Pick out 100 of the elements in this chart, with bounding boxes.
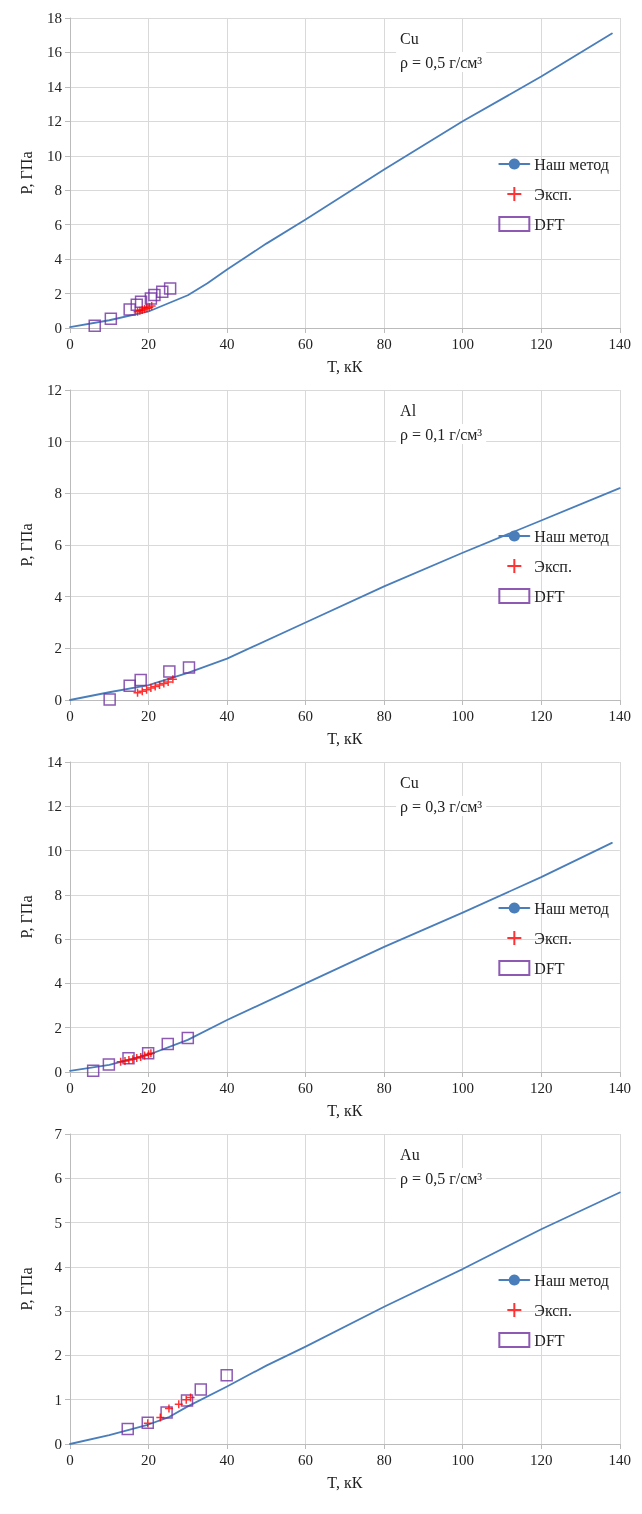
y-tick-label: 4: [54, 1258, 63, 1275]
y-tick-label: 2: [54, 285, 62, 302]
point: [123, 303, 136, 316]
point: [88, 319, 101, 333]
y-tick-label: 18: [47, 10, 62, 26]
point: [174, 1399, 184, 1409]
x-tick-label: 120: [529, 335, 553, 352]
y-tick-label: 0: [54, 320, 62, 336]
annotation: Al: [400, 401, 417, 419]
point: [146, 683, 156, 693]
y-tick-label: 10: [47, 842, 62, 859]
y-tick-label: 12: [47, 382, 62, 398]
x-tick-label: 80: [376, 707, 392, 724]
x-tick-label: 120: [529, 707, 553, 724]
point: [137, 686, 147, 696]
x-tick-label: 0: [66, 335, 74, 352]
y-tick-label: 10: [47, 147, 62, 164]
x-tick-label: 0: [66, 707, 74, 724]
annotation: ρ = 0,1 г/см³: [400, 425, 483, 444]
point: [163, 665, 176, 678]
legend-label: DFT: [534, 959, 565, 977]
point: [163, 282, 177, 295]
x-tick-label: 60: [298, 1079, 314, 1096]
line-series: [69, 32, 613, 329]
y-tick-label: 4: [54, 251, 63, 268]
x-tick-label: 40: [219, 335, 235, 352]
point: [220, 1369, 233, 1382]
legend-label: Эксп.: [534, 929, 572, 947]
x-tick-label: 120: [529, 1079, 553, 1096]
x-tick-label: 20: [141, 1451, 157, 1468]
legend-label: Эксп.: [534, 185, 572, 203]
x-tick-label: 20: [141, 707, 157, 724]
y-tick-label: 12: [47, 113, 62, 130]
x-tick-label: 60: [298, 707, 314, 724]
x-tick-label: 140: [608, 1451, 631, 1468]
y-tick-label: 8: [54, 182, 62, 199]
x-tick-label: 40: [219, 1451, 235, 1468]
y-tick-label: 6: [54, 931, 63, 948]
x-tick-label: 40: [219, 707, 235, 724]
point: [164, 1403, 174, 1414]
y-tick-label: 0: [54, 692, 62, 708]
point: [182, 661, 196, 674]
point: [148, 288, 161, 302]
legend-label: Наш метод: [534, 899, 610, 918]
annotation: ρ = 0,3 г/см³: [400, 797, 483, 816]
y-tick-label: 8: [54, 886, 62, 903]
y-tick-label: 1: [54, 1391, 62, 1408]
x-tick-label: 100: [451, 1079, 474, 1096]
y-axis-title: P, ГПа: [17, 1267, 35, 1311]
annotation: Cu: [400, 29, 419, 47]
x-tick-label: 100: [451, 1451, 474, 1468]
y-tick-label: 16: [47, 44, 63, 61]
point: [123, 679, 136, 693]
y-tick-label: 0: [54, 1064, 62, 1080]
y-tick-label: 5: [54, 1214, 62, 1231]
legend-label: Эксп.: [534, 557, 572, 575]
y-tick-label: 0: [54, 1436, 62, 1452]
y-axis-title: P, ГПа: [17, 523, 35, 567]
point: [168, 674, 178, 685]
x-axis-title: T, кК: [327, 357, 363, 375]
y-tick-label: 4: [54, 588, 63, 605]
x-tick-label: 40: [219, 1079, 235, 1096]
y-tick-label: 2: [54, 640, 62, 657]
annotation: ρ = 0,5 г/см³: [400, 1169, 483, 1188]
y-axis-title: P, ГПа: [17, 151, 35, 195]
point: [194, 1383, 208, 1396]
legend-label: Наш метод: [534, 527, 610, 546]
point: [132, 688, 143, 698]
y-tick-label: 2: [54, 1347, 62, 1364]
point: [132, 1053, 142, 1063]
x-tick-label: 120: [529, 1451, 553, 1468]
x-tick-label: 80: [376, 1079, 392, 1096]
x-tick-label: 0: [66, 1079, 74, 1096]
y-tick-label: 12: [47, 798, 62, 815]
annotation: Cu: [400, 773, 419, 791]
x-tick-label: 20: [141, 335, 157, 352]
x-axis-title: T, кК: [327, 729, 363, 747]
point: [104, 312, 118, 325]
x-tick-label: 140: [608, 335, 631, 352]
legend-label: Эксп.: [534, 1301, 572, 1319]
y-tick-label: 14: [47, 78, 63, 95]
y-tick-label: 3: [54, 1303, 62, 1320]
legend-label: DFT: [534, 1331, 565, 1349]
point: [163, 677, 173, 687]
x-tick-label: 60: [298, 1451, 314, 1468]
annotation: ρ = 0,5 г/см³: [400, 53, 483, 72]
legend-label: DFT: [534, 215, 565, 233]
point: [181, 1031, 195, 1045]
x-axis-title: T, кК: [327, 1101, 363, 1119]
x-tick-label: 100: [451, 335, 474, 352]
point: [150, 681, 160, 692]
x-axis-title: T, кК: [327, 1473, 363, 1491]
y-tick-label: 14: [47, 754, 63, 770]
y-tick-label: 6: [54, 216, 63, 233]
legend-label: DFT: [534, 587, 565, 605]
y-tick-label: 4: [54, 975, 63, 992]
point: [134, 673, 147, 687]
x-tick-label: 80: [376, 335, 392, 352]
point: [156, 285, 169, 299]
point: [128, 1054, 138, 1064]
